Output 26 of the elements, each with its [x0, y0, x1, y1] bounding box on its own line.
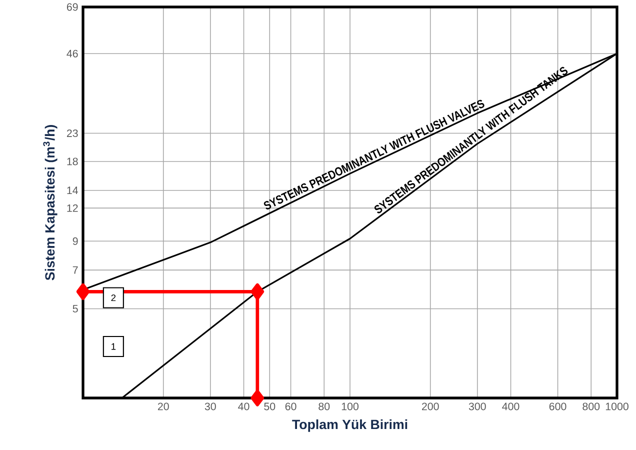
x-tick-label: 1000 [606, 402, 628, 410]
y-tick-label: 5 [72, 304, 78, 312]
x-tick-label: 800 [582, 402, 600, 410]
y-tick-label: 14 [67, 186, 78, 194]
x-tick-label: 200 [422, 402, 439, 410]
x-tick-label: 600 [549, 402, 566, 410]
x-tick-label: 100 [342, 402, 358, 410]
y-tick-label: 18 [67, 158, 78, 166]
y-tick-label: 7 [72, 266, 78, 274]
x-tick-label: 30 [204, 402, 216, 410]
x-axis-title: Toplam Yük Birimi [292, 419, 408, 432]
y-axis-title: Sistem Kapasitesi (m$^{3}$/h) [43, 125, 58, 280]
x-tick-label: 400 [502, 402, 520, 410]
x-tick-label: 20 [158, 402, 169, 410]
x-tick-label: 300 [468, 402, 486, 410]
y-tick-label: 69 [66, 3, 78, 11]
y-tick-label: 12 [67, 204, 78, 212]
annotation: 1 [112, 343, 116, 350]
x-tick-label: 80 [318, 402, 330, 410]
x-tick-label: 60 [285, 402, 296, 410]
x-tick-label: 50 [264, 402, 276, 410]
y-tick-label: 23 [66, 130, 78, 138]
y-tick-label: 9 [72, 237, 78, 245]
x-tick-label: 40 [238, 402, 250, 410]
y-tick-label: 46 [66, 50, 78, 58]
annotation: 2 [111, 294, 116, 302]
